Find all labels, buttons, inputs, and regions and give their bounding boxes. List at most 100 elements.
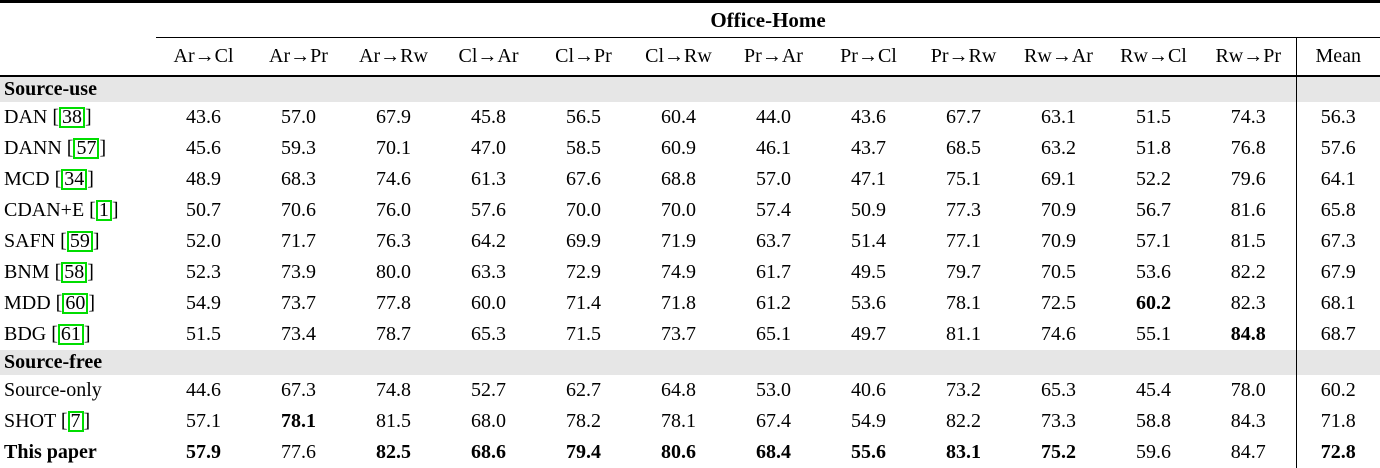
score-cell: 46.1 — [756, 137, 791, 159]
score-cell: 70.0 — [661, 199, 696, 221]
method-name: DANN — [4, 137, 62, 159]
score-cell: 81.6 — [1230, 199, 1266, 221]
score-cell: 67.6 — [566, 168, 601, 190]
score-cell: 78.2 — [566, 410, 601, 432]
score-cell: 74.6 — [1041, 323, 1076, 345]
score-cell: 76.8 — [1230, 137, 1266, 159]
score-cell: 65.1 — [756, 323, 791, 345]
score-cell: 40.6 — [851, 379, 886, 401]
score-cell: 57.0 — [281, 106, 316, 128]
citation-link[interactable]: 60 — [62, 293, 89, 314]
method-label-cell: DAN [38] — [4, 106, 92, 128]
method-name: MDD — [4, 292, 51, 314]
method-label-cell: DANN [57] — [4, 137, 107, 159]
score-cell: 79.7 — [946, 261, 981, 283]
score-cell: 68.8 — [661, 168, 696, 190]
score-cell: 77.8 — [376, 292, 411, 314]
score-cell: 54.9 — [186, 292, 221, 314]
citation-link[interactable]: 38 — [59, 107, 86, 128]
mean-score-cell: 71.8 — [1295, 406, 1380, 437]
score-cell: 48.9 — [186, 168, 221, 190]
score-cell: 44.6 — [186, 379, 221, 401]
mean-score-cell: 67.3 — [1295, 226, 1380, 257]
score-cell: 60.2 — [1136, 292, 1171, 314]
score-cell: 55.6 — [851, 441, 886, 463]
score-cell: 64.8 — [661, 379, 696, 401]
score-cell: 45.8 — [471, 106, 506, 128]
score-cell: 74.8 — [376, 379, 411, 401]
score-cell: 84.3 — [1230, 410, 1266, 432]
score-cell: 65.3 — [1041, 379, 1076, 401]
section-band-row: Source-free — [0, 350, 1380, 375]
score-cell: 73.7 — [661, 323, 696, 345]
citation-link[interactable]: 58 — [61, 262, 88, 283]
citation-link[interactable]: 57 — [73, 138, 100, 159]
score-cell: 71.8 — [661, 292, 696, 314]
citation-link[interactable]: 61 — [57, 324, 84, 345]
mean-score-cell: 65.8 — [1295, 195, 1380, 226]
score-cell: 59.3 — [281, 137, 316, 159]
score-cell: 73.7 — [281, 292, 316, 314]
table-row: BDG [61] 51.5 73.4 78.7 65.3 71.5 73.7 65.1 49.7… — [0, 319, 1380, 350]
score-cell: 73.4 — [281, 323, 316, 345]
score-cell: 75.1 — [946, 168, 981, 190]
score-cell: 71.4 — [566, 292, 601, 314]
score-cell: 71.9 — [661, 230, 696, 252]
score-cell: 81.5 — [376, 410, 411, 432]
score-cell: 78.1 — [661, 410, 696, 432]
method-name: MCD — [4, 168, 50, 190]
score-cell: 61.3 — [471, 168, 506, 190]
score-cell: 52.7 — [471, 379, 506, 401]
score-cell: 55.1 — [1136, 323, 1171, 345]
score-cell: 67.9 — [376, 106, 411, 128]
score-cell: 60.0 — [471, 292, 506, 314]
score-cell: 44.0 — [756, 106, 791, 128]
score-cell: 78.1 — [281, 410, 316, 432]
method-name: DAN — [4, 106, 48, 128]
score-cell: 53.6 — [851, 292, 886, 314]
score-cell: 75.2 — [1041, 441, 1076, 463]
score-cell: 54.9 — [851, 410, 886, 432]
citation-link[interactable]: 59 — [66, 231, 93, 252]
score-cell: 74.6 — [376, 168, 411, 190]
score-cell: 65.3 — [471, 323, 506, 345]
citation-link[interactable]: 1 — [95, 200, 112, 221]
score-cell: 73.9 — [281, 261, 316, 283]
score-cell: 56.7 — [1136, 199, 1171, 221]
table-row: SHOT [7] 57.1 78.1 81.5 68.0 78.2 78.1 67.4 54.9… — [0, 406, 1380, 437]
score-cell: 47.1 — [851, 168, 886, 190]
method-label-cell: MDD [60] — [4, 292, 96, 314]
score-cell: 61.7 — [756, 261, 791, 283]
column-header-task: Cl→Rw — [631, 37, 726, 77]
score-cell: 71.5 — [566, 323, 601, 345]
citation-link[interactable]: 34 — [61, 169, 88, 190]
citation-link[interactable]: 7 — [67, 411, 84, 432]
score-cell: 52.3 — [186, 261, 221, 283]
mean-score-cell: 64.1 — [1295, 164, 1380, 195]
table-row: BNM [58] 52.3 73.9 80.0 63.3 72.9 74.9 61.7 49.5… — [0, 257, 1380, 288]
score-cell: 84.7 — [1230, 441, 1266, 463]
column-header-task: Rw→Cl — [1106, 37, 1201, 77]
table-row: Source-only 44.6 67.3 74.8 52.7 62.7 64.8 53.0 4… — [0, 375, 1380, 406]
mean-score-cell: 57.6 — [1295, 133, 1380, 164]
method-name: CDAN+E — [4, 199, 85, 221]
score-cell: 63.2 — [1041, 137, 1076, 159]
score-cell: 77.3 — [946, 199, 981, 221]
section-label: Source-free — [0, 350, 1296, 375]
column-header-task: Cl→Pr — [536, 37, 631, 77]
score-cell: 82.3 — [1230, 292, 1266, 314]
method-label-cell: SHOT [7] — [4, 410, 91, 432]
row-label-header-blank — [0, 37, 156, 77]
score-cell: 67.7 — [946, 106, 981, 128]
score-cell: 84.8 — [1230, 323, 1266, 345]
score-cell: 83.1 — [946, 441, 981, 463]
score-cell: 51.5 — [186, 323, 221, 345]
score-cell: 49.5 — [851, 261, 886, 283]
score-cell: 70.1 — [376, 137, 411, 159]
score-cell: 57.6 — [471, 199, 506, 221]
corner-blank-cell — [0, 2, 156, 38]
mean-score-cell: 56.3 — [1295, 102, 1380, 133]
score-cell: 70.5 — [1041, 261, 1076, 283]
score-cell: 67.4 — [756, 410, 791, 432]
score-cell: 80.0 — [376, 261, 411, 283]
